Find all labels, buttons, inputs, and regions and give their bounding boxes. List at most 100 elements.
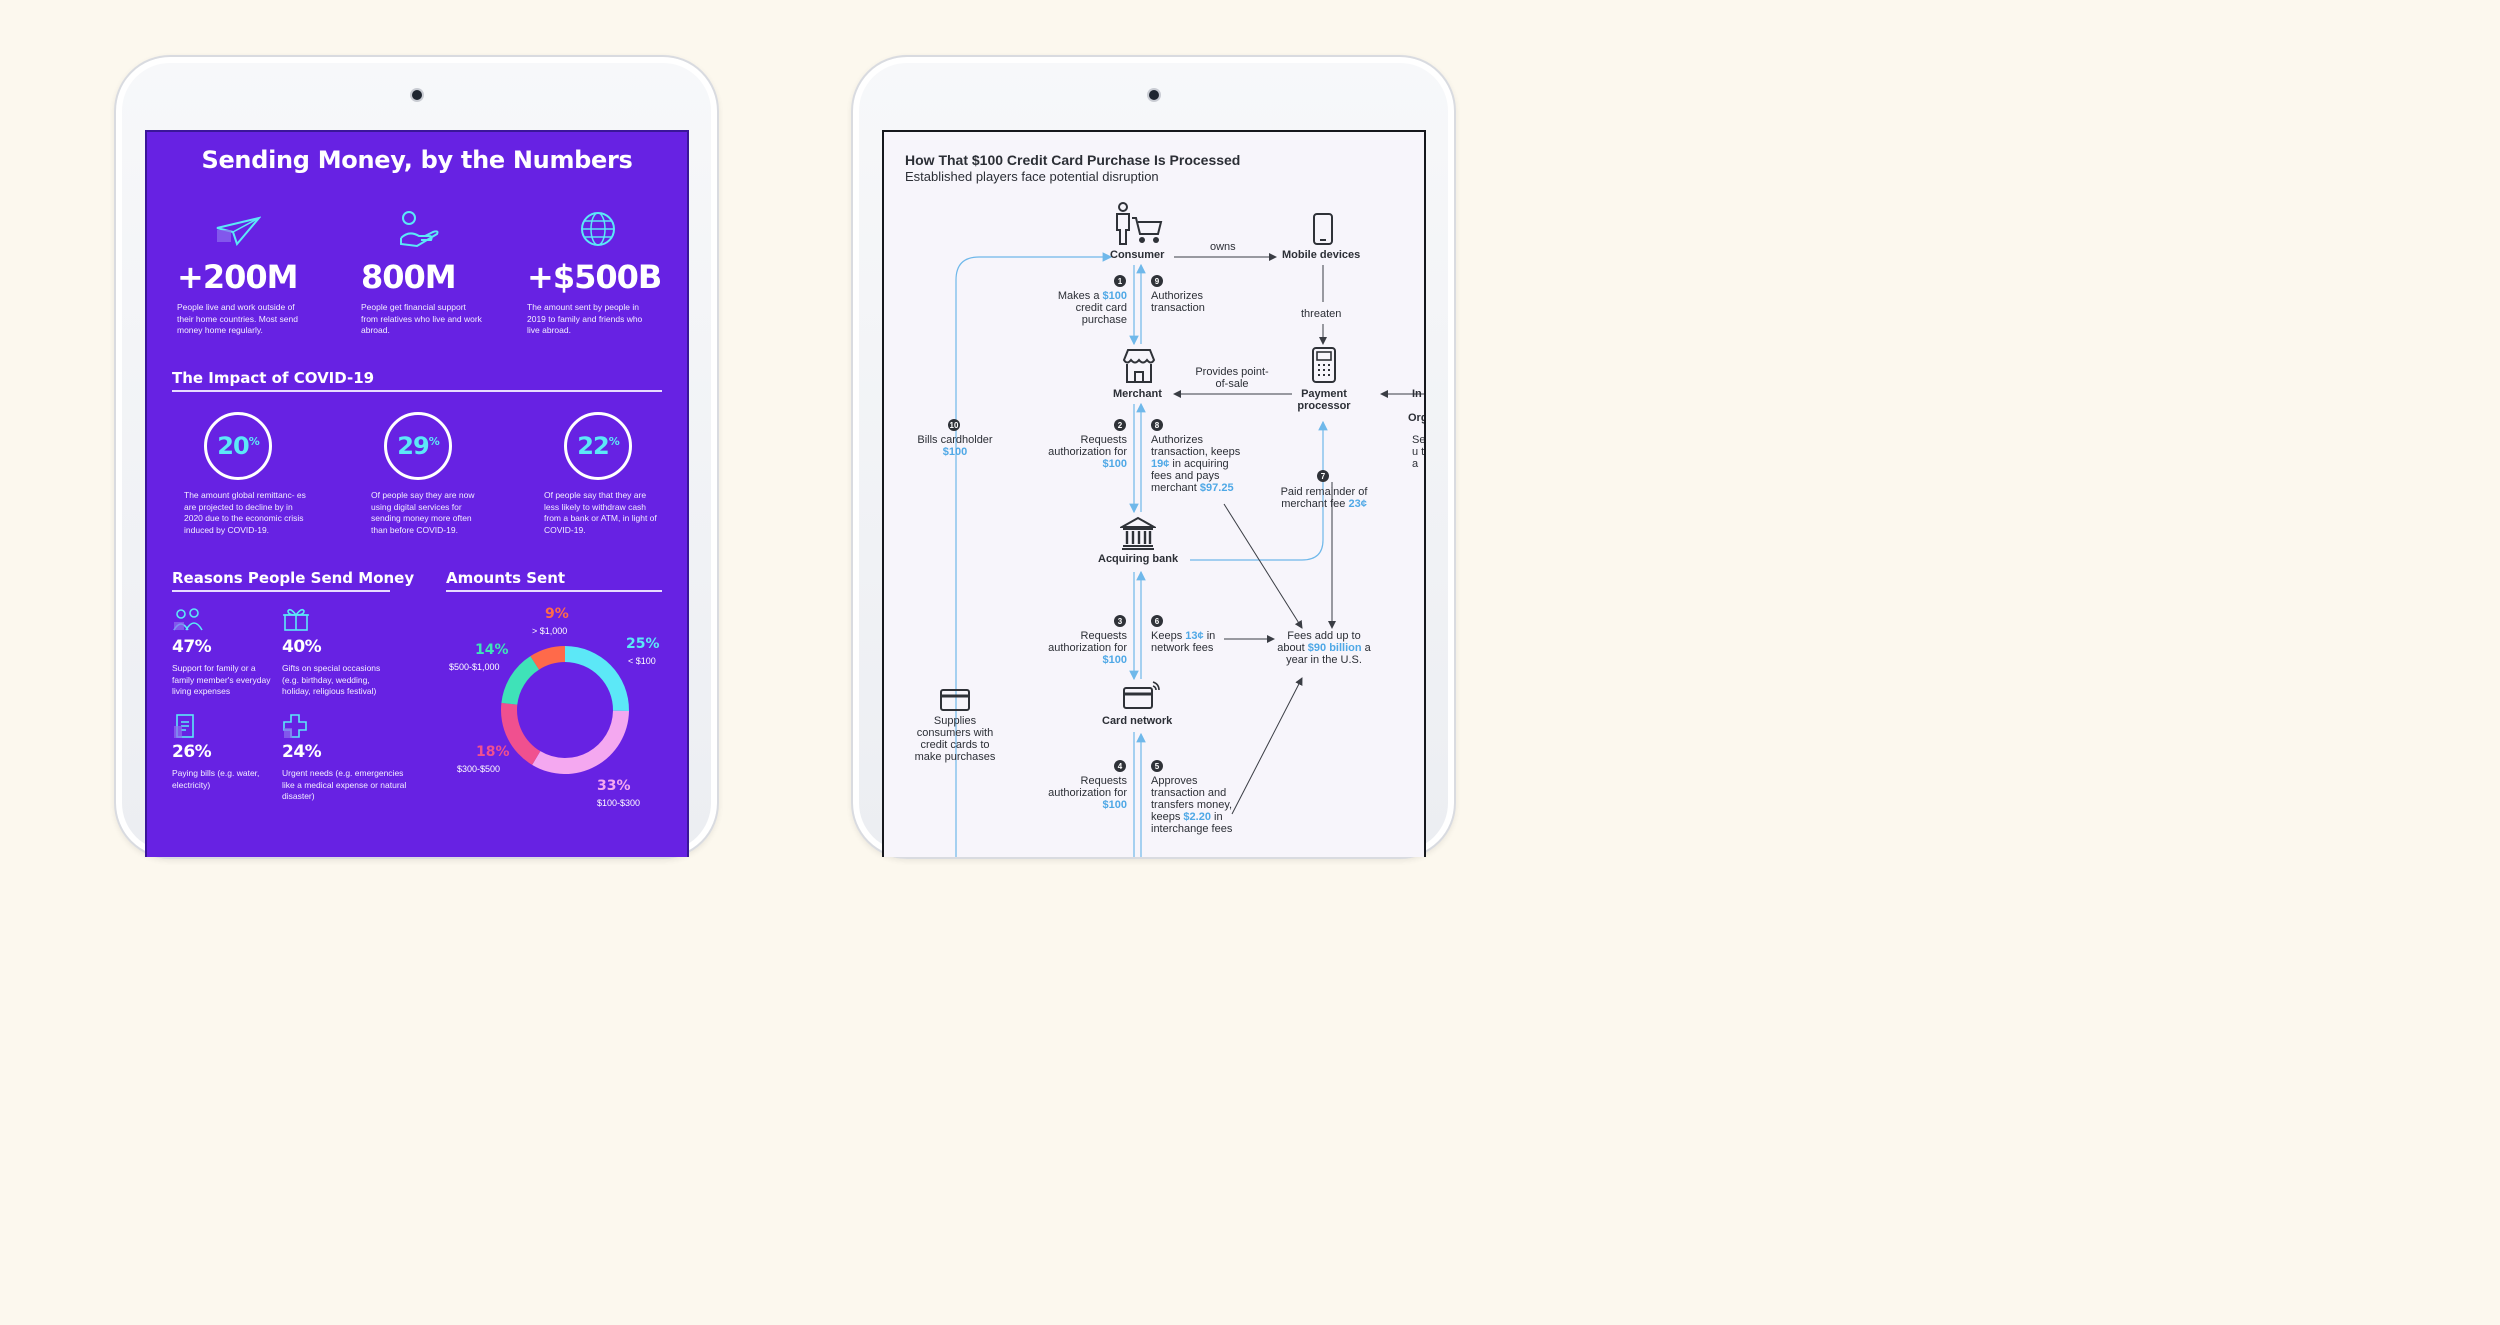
donut-slice-1 — [532, 710, 629, 774]
donut-category-label: < $100 — [628, 656, 656, 666]
amounts-heading: Amounts Sent — [446, 569, 566, 587]
family-icon — [173, 608, 203, 631]
reasons-heading: Reasons People Send Money — [172, 569, 415, 587]
step-badge: 10 — [948, 419, 960, 431]
step-badge: 6 — [1151, 615, 1163, 627]
step-9-label: Authorizes transaction — [1151, 290, 1205, 314]
camera-icon — [411, 90, 422, 100]
infographic-screen: Sending Money, by the Numbers +200M 800M… — [145, 130, 689, 857]
node-consumer: Consumer — [1110, 249, 1165, 261]
edge-pos-label: Provides point-of-sale — [1195, 366, 1269, 390]
stat-description: People get financial support from relati… — [361, 302, 482, 335]
divider — [172, 390, 662, 392]
step-badge: 4 — [1114, 760, 1126, 772]
stat-description: The amount sent by people in 2019 to fam… — [527, 302, 643, 335]
mobile-phone-icon — [1313, 213, 1333, 245]
medical-cross-icon — [283, 714, 307, 738]
step-2-label: Requests authorization for $100 — [1048, 434, 1127, 470]
credit-card-icon — [940, 689, 970, 711]
donut-category-label: $300-$500 — [457, 764, 501, 774]
diagram-subtitle: Established players face potential disru… — [905, 169, 1159, 184]
donut-category-label: > $1,000 — [532, 626, 568, 636]
step-3-label: Requests authorization for $100 — [1048, 630, 1127, 666]
covid-stat-ring: 29% — [384, 412, 452, 480]
step-7-label: Paid remainder of merchant fee 23¢ — [1280, 486, 1368, 510]
step-6-label: Keeps 13¢ in network fees — [1151, 630, 1216, 654]
tablet-right: How That $100 Credit Card Purchase Is Pr… — [851, 55, 1456, 859]
payment-terminal-icon — [1312, 347, 1336, 383]
stat-value: +200M — [177, 258, 298, 296]
gift-icon — [283, 608, 309, 631]
storefront-icon — [1122, 349, 1156, 383]
covid-stat-value: 20% — [217, 432, 259, 460]
covid-stat-ring: 22% — [564, 412, 632, 480]
donut-slice-0 — [565, 646, 629, 712]
bill-icon — [174, 714, 194, 738]
credit-card-network-icon — [1123, 681, 1160, 709]
fees-total-label: Fees add up to about $90 billion a year … — [1277, 630, 1371, 666]
covid-heading: The Impact of COVID-19 — [172, 369, 375, 387]
edge-setup-cut-label: Set u to a — [1412, 434, 1426, 470]
step-badge: 8 — [1151, 419, 1163, 431]
step-badge: 3 — [1114, 615, 1126, 627]
node-org-cut: Org — [1408, 412, 1426, 424]
covid-stat-description: Of people say they are now using digital… — [371, 490, 475, 535]
donut-percent-label: 9% — [545, 606, 569, 622]
donut-percent-label: 18% — [476, 744, 510, 760]
reason-description: Gifts on special occasions (e.g. birthda… — [282, 663, 381, 696]
step-badge: 1 — [1114, 275, 1126, 287]
reason-percent: 40% — [282, 637, 322, 657]
bank-icon — [1120, 516, 1156, 550]
stat-value: 800M — [361, 258, 457, 296]
donut-percent-label: 25% — [626, 636, 660, 652]
donut-category-label: $100-$300 — [597, 798, 641, 808]
donut-percent-label: 14% — [475, 642, 509, 658]
covid-stat-value: 29% — [397, 432, 439, 460]
amounts-donut-chart — [501, 646, 629, 774]
divider — [172, 590, 390, 592]
step-4-label: Requests authorization for $100 — [1048, 775, 1127, 811]
step-badge: 7 — [1317, 470, 1329, 482]
covid-stat-description: Of people say that they are less likely … — [544, 490, 657, 535]
reason-description: Urgent needs (e.g. emergencies like a me… — [282, 768, 407, 801]
step-10-label: Bills cardholder $100 — [917, 434, 993, 458]
infographic-title: Sending Money, by the Numbers — [201, 146, 633, 174]
reason-percent: 47% — [172, 637, 212, 657]
covid-stat-value: 22% — [577, 432, 619, 460]
reason-percent: 24% — [282, 742, 322, 762]
donut-slice-3 — [501, 656, 540, 705]
stat-value: +$500B — [527, 258, 662, 296]
node-acquiring-bank: Acquiring bank — [1098, 553, 1179, 565]
flow-connectors — [955, 252, 1424, 857]
node-payment-processor: Payment processor — [1297, 388, 1351, 412]
hand-coin-icon — [400, 211, 439, 248]
diagram-title: How That $100 Credit Card Purchase Is Pr… — [905, 152, 1241, 168]
node-merchant: Merchant — [1113, 388, 1162, 400]
node-card-network: Card network — [1102, 715, 1173, 727]
covid-stat-description: The amount global remittanc- es are proj… — [184, 490, 306, 535]
node-issuer-cut: In — [1412, 388, 1422, 400]
step-5-label: Approves transaction and transfers money… — [1151, 775, 1233, 835]
flow-diagram-screen: How That $100 Credit Card Purchase Is Pr… — [882, 130, 1426, 857]
reason-description: Paying bills (e.g. water, electricity) — [172, 768, 260, 790]
step-badge: 5 — [1151, 760, 1163, 772]
tablet-left: Sending Money, by the Numbers +200M 800M… — [114, 55, 719, 859]
step-8-label: Authorizes transaction, keeps 19¢ in acq… — [1151, 434, 1241, 494]
donut-slice-2 — [501, 702, 541, 765]
globe-icon — [581, 212, 615, 246]
reason-percent: 26% — [172, 742, 212, 762]
step-badge: 9 — [1151, 275, 1163, 287]
stat-description: People live and work outside of their ho… — [177, 302, 298, 335]
step-badge: 2 — [1114, 419, 1126, 431]
camera-icon — [1148, 90, 1159, 100]
donut-percent-label: 33% — [597, 778, 631, 794]
covid-stat-ring: 20% — [204, 412, 272, 480]
reason-description: Support for family or a family member's … — [172, 663, 271, 696]
divider — [446, 590, 662, 592]
step-1-label: Makes a $100 credit card purchase — [1057, 290, 1127, 326]
donut-slice-4 — [530, 646, 565, 670]
shopper-cart-icon — [1116, 202, 1163, 245]
paper-plane-icon — [216, 216, 261, 246]
edge-owns-label: owns — [1210, 241, 1236, 253]
node-mobile-devices: Mobile devices — [1282, 249, 1361, 261]
